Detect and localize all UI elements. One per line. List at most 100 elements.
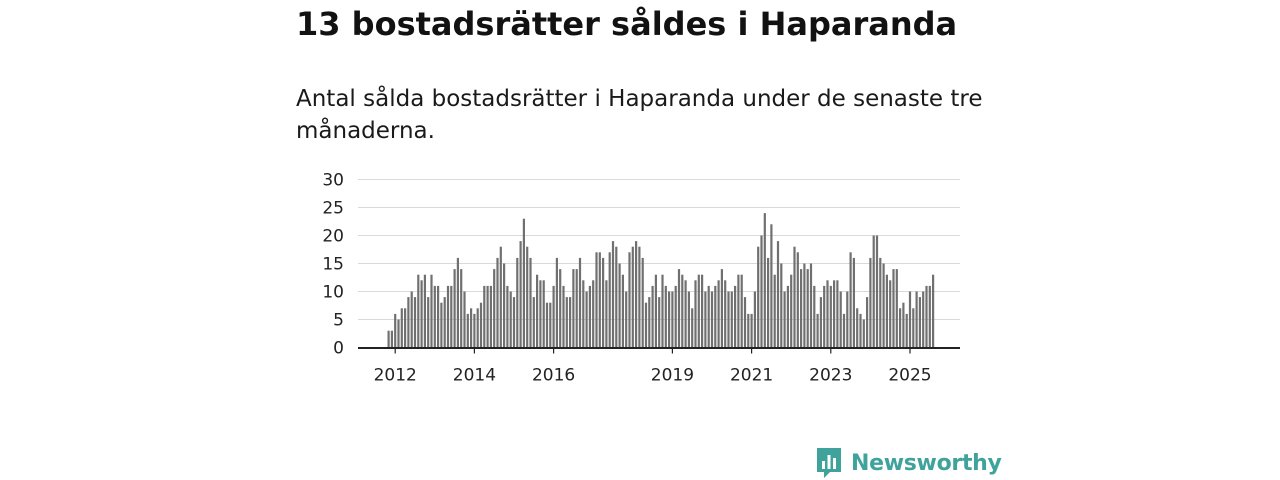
y-tick-label: 0 (333, 339, 344, 359)
bar (486, 285, 489, 348)
bar (489, 285, 492, 348)
bar (697, 274, 700, 348)
bar (529, 257, 532, 348)
y-tick-label: 10 (322, 283, 344, 303)
bar (423, 274, 426, 348)
bar (925, 285, 928, 348)
bar (453, 269, 456, 348)
x-axis-ticks: 2012 2014 2016 2019 2021 2023 2025 (374, 348, 932, 386)
y-tick-label: 25 (322, 199, 344, 219)
bar (922, 291, 925, 348)
bar (631, 246, 634, 348)
bar (862, 319, 865, 348)
bar (707, 285, 710, 348)
bar (826, 280, 829, 348)
bar (463, 291, 466, 348)
bar (555, 257, 558, 348)
bar (859, 313, 862, 348)
chart-title: 13 bostadsrätter såldes i Haparanda (296, 5, 958, 43)
bar (545, 302, 549, 348)
bar (783, 291, 786, 348)
bar (493, 269, 496, 348)
bar (542, 280, 545, 348)
bar (592, 280, 595, 348)
bar (684, 280, 687, 348)
bar (410, 291, 413, 348)
bar (918, 297, 921, 348)
bar (819, 297, 822, 348)
bar (790, 274, 793, 348)
x-tick-label: 2025 (888, 366, 931, 386)
bar (450, 285, 453, 348)
bar (872, 235, 875, 348)
bar (842, 313, 846, 348)
bar (852, 257, 855, 348)
bar (417, 274, 420, 348)
bar (793, 246, 796, 348)
newsworthy-logo-text: Newsworthy (851, 450, 1002, 476)
bar (892, 269, 895, 348)
bar (833, 280, 836, 348)
bar (816, 313, 819, 348)
bar (809, 263, 813, 348)
bar (644, 302, 648, 348)
bar (539, 280, 542, 348)
x-tick-label: 2021 (730, 366, 773, 386)
bar (704, 291, 707, 348)
bar (701, 274, 704, 348)
bar (569, 297, 572, 348)
bar (437, 285, 440, 348)
bar (509, 291, 512, 348)
bar (866, 297, 869, 348)
bar (582, 280, 585, 348)
bar (427, 297, 430, 348)
bar (628, 252, 631, 348)
bar (473, 313, 476, 348)
bar (503, 263, 506, 348)
bar (823, 285, 826, 348)
bar (404, 308, 407, 348)
bar (420, 280, 423, 348)
bar (803, 263, 806, 348)
bar (829, 285, 832, 348)
bar (575, 269, 578, 348)
bar (671, 291, 674, 348)
bars (387, 213, 935, 348)
bar (552, 285, 555, 348)
bar (905, 313, 908, 348)
bar (776, 241, 780, 348)
bar (767, 257, 770, 348)
bar (433, 285, 436, 348)
bar (585, 291, 588, 348)
bar (681, 274, 684, 348)
bar (796, 252, 799, 348)
bar (397, 319, 400, 348)
bar (479, 302, 483, 348)
bar (562, 285, 565, 348)
bar (559, 269, 562, 348)
bar (466, 313, 469, 348)
bar (516, 257, 519, 348)
bar (654, 274, 657, 348)
bar (885, 274, 888, 348)
bar (912, 308, 915, 348)
bar (882, 263, 885, 348)
bar (800, 269, 803, 348)
bar (499, 246, 502, 348)
bar (602, 257, 605, 348)
bar (638, 246, 641, 348)
x-tick-label: 2016 (532, 366, 575, 386)
bar (387, 330, 390, 348)
last-value-label: 13 (926, 0, 946, 4)
bar (595, 252, 598, 348)
bar (496, 257, 499, 348)
bar (710, 291, 714, 348)
bar (879, 257, 882, 348)
bar (572, 269, 575, 348)
bar (611, 241, 615, 348)
bar (440, 302, 443, 348)
chart-subtitle: Antal sålda bostadsrätter i Haparanda un… (296, 86, 983, 144)
bar (605, 280, 608, 348)
y-tick-label: 15 (322, 255, 344, 275)
bar (691, 308, 694, 348)
